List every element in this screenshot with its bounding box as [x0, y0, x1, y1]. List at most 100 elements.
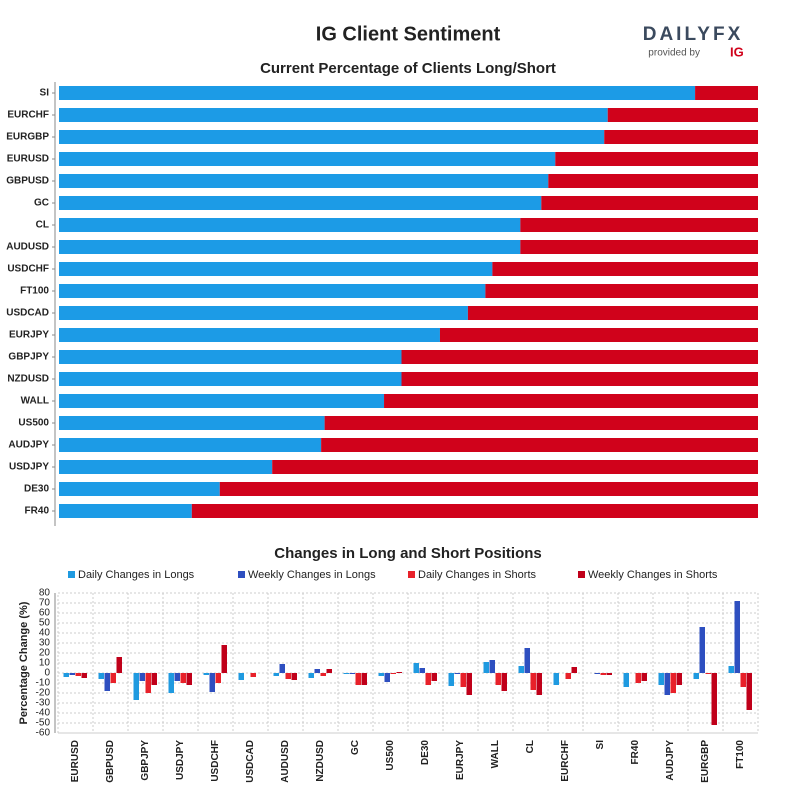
bar [734, 601, 740, 673]
bar [536, 673, 542, 695]
y-tick-label: 20 [39, 648, 51, 659]
category-label: FT100 [20, 286, 49, 297]
bar [489, 660, 495, 673]
bar [483, 662, 489, 673]
x-tick-label: DE30 [420, 740, 431, 765]
category-label: US500 [18, 418, 49, 429]
bar [501, 673, 507, 691]
legend-label: Weekly Changes in Longs [248, 569, 376, 581]
bar [553, 673, 559, 685]
bar [466, 673, 472, 695]
category-label: DE30 [24, 484, 49, 495]
bar [431, 673, 437, 681]
logo-brand: DAILYFX [643, 24, 744, 45]
x-tick-label: NZDUSD [315, 740, 326, 782]
x-tick-label: SI [595, 740, 606, 750]
bar [203, 673, 209, 675]
bar [641, 673, 647, 681]
bar [635, 673, 641, 683]
bar-segment [695, 86, 758, 100]
bar [349, 673, 355, 674]
bar [728, 666, 734, 673]
legend-swatch [578, 571, 585, 578]
x-tick-label: FR40 [630, 740, 641, 765]
category-label: EURUSD [7, 154, 49, 165]
bar-segment [59, 240, 521, 254]
category-label: FR40 [25, 506, 50, 517]
bar-segment [555, 152, 758, 166]
bar-segment [541, 196, 758, 210]
bar-segment [59, 394, 385, 408]
bar-segment [401, 350, 758, 364]
bar [314, 669, 320, 673]
y-tick-label: 70 [39, 598, 51, 609]
x-tick-label: CL [525, 740, 536, 753]
bar [291, 673, 297, 680]
category-label: GC [34, 198, 49, 209]
bar [250, 673, 256, 677]
x-tick-label: USDCAD [245, 740, 256, 783]
bar [145, 673, 151, 693]
bar-segment [59, 130, 605, 144]
bar-segment [191, 504, 758, 518]
bar [209, 673, 215, 692]
bar [448, 673, 454, 686]
category-label: WALL [21, 396, 49, 407]
category-label: SI [40, 88, 50, 99]
bar [390, 673, 396, 674]
x-tick-label: GC [350, 740, 361, 755]
bar [326, 669, 332, 673]
bar-segment [59, 416, 325, 430]
bar [524, 648, 530, 673]
bar [133, 673, 139, 700]
bar-segment [59, 438, 322, 452]
bar-segment [59, 284, 486, 298]
bar-segment [321, 438, 758, 452]
bar [600, 673, 606, 675]
page-title: IG Client Sentiment [316, 23, 501, 45]
bar [705, 673, 711, 674]
y-tick-label: -30 [36, 698, 51, 709]
bar-segment [59, 482, 220, 496]
y-tick-label: 60 [39, 608, 51, 619]
bar-segment [219, 482, 758, 496]
category-label: EURCHF [7, 110, 49, 121]
bar [606, 673, 612, 675]
bar-segment [607, 108, 758, 122]
category-label: USDCAD [6, 308, 49, 319]
legend-swatch [68, 571, 75, 578]
bar [81, 673, 87, 678]
bar [413, 663, 419, 673]
y-tick-label: 40 [39, 628, 51, 639]
bar-segment [401, 372, 758, 386]
category-label: USDJPY [9, 462, 49, 473]
bar [116, 657, 122, 673]
bar [594, 673, 600, 674]
bar [740, 673, 746, 687]
x-tick-label: EURUSD [70, 740, 81, 782]
x-tick-label: USDJPY [175, 740, 186, 780]
bar-segment [272, 460, 758, 474]
bar [285, 673, 291, 679]
bar [104, 673, 110, 691]
bar-segment [520, 240, 758, 254]
bar [98, 673, 104, 679]
bar [384, 673, 390, 682]
y-tick-label: -20 [36, 688, 51, 699]
legend-swatch [238, 571, 245, 578]
x-tick-label: WALL [490, 740, 501, 768]
y-tick-label: -10 [36, 678, 51, 689]
bar [699, 627, 705, 673]
bar [746, 673, 752, 710]
category-label: EURJPY [9, 330, 49, 341]
bar [174, 673, 180, 681]
bar-segment [520, 218, 758, 232]
bar [343, 673, 349, 674]
bar [530, 673, 536, 690]
bar-segment [59, 108, 608, 122]
y-tick-label: -60 [36, 728, 51, 739]
y-tick-label: 0 [44, 668, 50, 679]
bar-segment [59, 460, 273, 474]
bar-segment [59, 262, 493, 276]
bar-segment [59, 306, 468, 320]
